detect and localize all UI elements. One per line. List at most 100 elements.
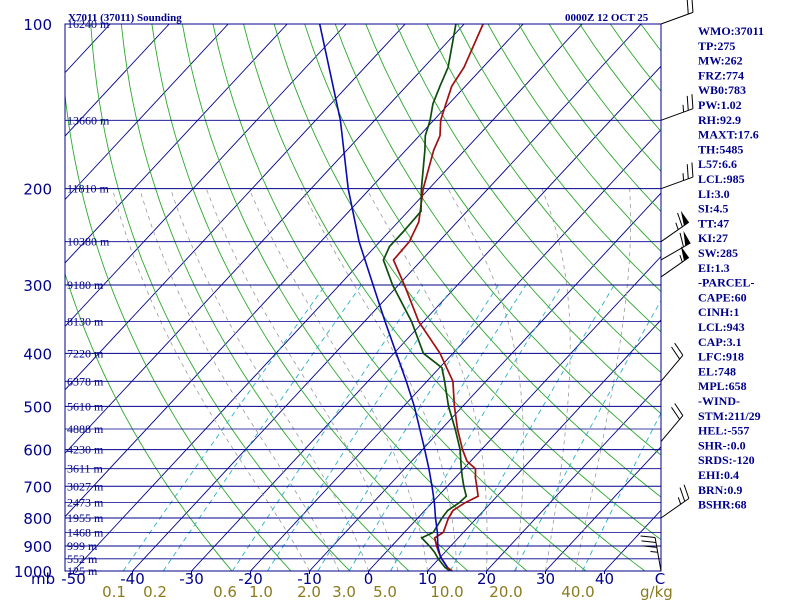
mixing-ratio-label: 0.2 (143, 583, 167, 600)
stat-line: MAXT:17.6 (698, 128, 759, 142)
wind-barb-staff (654, 537, 662, 572)
stat-line: CINH:1 (698, 305, 739, 319)
wind-barb-half (650, 551, 658, 553)
stat-line: HEL:-557 (698, 424, 749, 438)
profiles-layer (318, 24, 484, 571)
wind-barb (660, 484, 690, 519)
height-label: 3611 m (67, 462, 104, 476)
wind-barb-staff (660, 11, 694, 25)
wind-barb-staff (660, 415, 684, 442)
stat-line: SHR-:0.0 (698, 438, 746, 452)
stat-line: LCL:985 (698, 172, 745, 186)
stat-line: KI:27 (698, 231, 728, 245)
height-label: 4888 m (67, 422, 104, 436)
pressure-tick-label: 200 (23, 181, 52, 199)
plot-frame (64, 23, 662, 572)
wind-barb-full (683, 484, 690, 499)
dry-adiabat-line (243, 24, 646, 571)
pressure-tick-label: 800 (23, 510, 52, 528)
wind-barb-flag (683, 230, 691, 246)
isotherm-line (65, 24, 406, 391)
dry-adiabat-line (395, 24, 661, 374)
isotherm-line (368, 255, 661, 571)
mixing-ratio-label: 10.0 (430, 583, 463, 600)
wind-barb-half (682, 104, 685, 113)
stat-line: BSHR:68 (698, 498, 747, 512)
wind-barb-staff (660, 242, 691, 261)
temperature-tick-label: 10 (418, 570, 437, 588)
isotherm-line (65, 24, 229, 201)
parcel-profile-line (318, 24, 449, 568)
temperature-tick-label: -30 (179, 570, 204, 588)
stat-line: CAPE:60 (698, 290, 747, 304)
height-label: 8130 m (67, 315, 104, 329)
dry-adiabat-line (334, 24, 661, 456)
chart-time: 0000Z 12 OCT 25 (565, 12, 649, 24)
dry-adiabat-line (90, 24, 351, 571)
wind-barb-full (640, 535, 656, 539)
pressure-tick-label: 900 (23, 538, 52, 556)
wind-barb-flag (680, 245, 689, 261)
chart-title: X7011 (37011) Sounding (68, 12, 182, 24)
stat-line: PW:1.02 (698, 98, 742, 112)
wind-barb (660, 94, 694, 121)
wind-barb-full (679, 487, 686, 502)
stat-line: TP:275 (698, 39, 735, 53)
temperature-tick-label: 30 (536, 570, 555, 588)
height-label: 11810 m (67, 182, 110, 196)
wind-barb-full (686, 0, 689, 15)
wind-barbs (640, 0, 694, 572)
height-label: 1468 m (67, 525, 104, 539)
wind-barb-full (691, 0, 694, 13)
stat-line: CAP:3.1 (698, 335, 742, 349)
temperature-tick-label: -50 (61, 570, 86, 588)
height-label: 6378 m (67, 374, 104, 388)
stat-line: -WIND- (698, 394, 740, 408)
height-label: 10380 m (67, 235, 110, 249)
height-label: 5610 m (67, 399, 104, 413)
wind-barb-full (677, 212, 683, 227)
wind-barb-full (691, 94, 694, 109)
mixing-ratio-label: 0.6 (213, 583, 237, 600)
stat-line: STM:211/29 (698, 409, 761, 423)
wind-barb-staff (660, 257, 690, 278)
wind-barb-full (671, 346, 681, 360)
temperature-tick-label: 20 (477, 570, 496, 588)
mixing-ratio-label: 2.0 (297, 583, 321, 600)
isotherm-line (250, 128, 661, 571)
wind-barb-full (691, 162, 694, 178)
wind-barb-full (641, 540, 657, 543)
stat-line: EI:1.3 (698, 261, 730, 275)
isotherm-line (132, 24, 642, 571)
wind-barb (660, 162, 694, 190)
pressure-tick-label: 500 (23, 398, 52, 416)
temperature-tick-label: -40 (120, 570, 145, 588)
wind-barb-staff (660, 108, 694, 121)
wind-barb-full (671, 407, 681, 420)
dry-adiabat-line (181, 24, 528, 571)
height-label: 4230 m (67, 443, 104, 457)
stat-line: TH:5485 (698, 142, 743, 156)
isotherm-line (65, 24, 347, 328)
height-label: 2473 m (67, 496, 104, 510)
stat-line: WMO:37011 (698, 24, 764, 38)
isotherm-line (309, 192, 661, 571)
dry-adiabat-line (65, 90, 292, 571)
wind-barb-full (686, 164, 689, 179)
mixing-ratio-label: 5.0 (373, 583, 397, 600)
wind-barb-full (642, 545, 657, 548)
isotherm-line (427, 319, 661, 571)
pressure-tick-label: 1000 (14, 563, 52, 581)
mixing-ratio-label: 20.0 (489, 583, 522, 600)
height-label: 1955 m (67, 511, 104, 525)
height-label: 9180 m (67, 278, 104, 292)
stat-line: EL:748 (698, 364, 736, 378)
stat-line: LCL:943 (698, 320, 745, 334)
wind-barb (660, 0, 694, 25)
isotherm-line (545, 446, 661, 571)
mixing-ratio-label: 40.0 (561, 583, 594, 600)
stat-line: -PARCEL- (698, 276, 754, 290)
wind-barb (640, 535, 662, 572)
wind-barb (660, 210, 690, 243)
